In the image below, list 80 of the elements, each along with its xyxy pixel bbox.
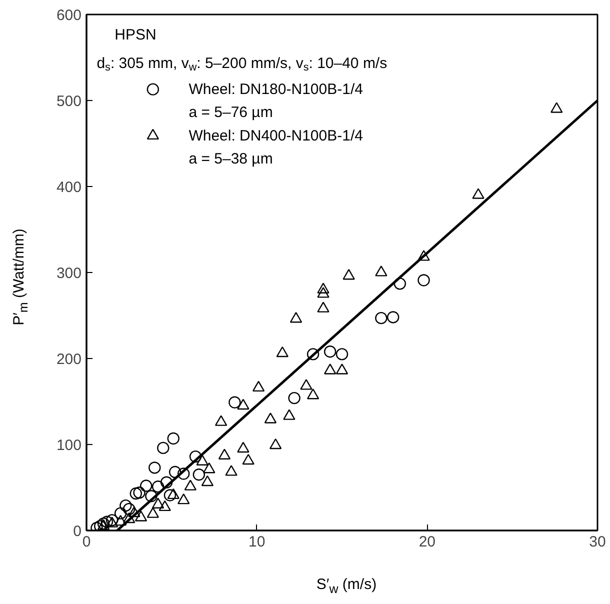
point (106, 514, 118, 526)
point (300, 379, 312, 390)
point (237, 398, 250, 410)
point (133, 486, 146, 499)
point (120, 499, 132, 512)
point (306, 388, 320, 400)
point (201, 475, 214, 486)
point (252, 380, 265, 392)
y-tick-label: 200 (56, 351, 82, 368)
point (196, 454, 208, 466)
text: HPSN (114, 26, 156, 44)
point (130, 487, 142, 500)
point (134, 510, 148, 522)
y-tick-label: 300 (56, 265, 82, 282)
point (290, 312, 302, 323)
point (225, 465, 238, 476)
point (122, 512, 136, 524)
point (283, 409, 296, 420)
point (317, 302, 330, 312)
point (177, 493, 190, 504)
point (164, 489, 176, 502)
point (152, 498, 164, 508)
point (152, 480, 164, 493)
y-tick-label: 400 (56, 179, 82, 196)
x-axis-title: S′$_{w}$ (m/s) (316, 575, 377, 598)
legend-label: Wheel: DN180-N100B-1/4 a = 5–76 µm (188, 80, 363, 122)
point (550, 102, 563, 113)
point (184, 480, 197, 490)
point (342, 268, 355, 280)
point (269, 438, 282, 450)
point (288, 392, 300, 404)
point (336, 364, 348, 374)
x-tick-label: 20 (418, 534, 436, 550)
point (375, 266, 388, 276)
point (140, 480, 152, 492)
y-tick-label: 0 (73, 523, 82, 540)
point (264, 412, 277, 424)
point (242, 454, 254, 465)
point (418, 250, 430, 261)
point (218, 448, 231, 460)
point (168, 466, 182, 478)
point (324, 364, 336, 374)
point (237, 442, 250, 453)
point (146, 507, 160, 518)
y-tick-label: 100 (56, 437, 82, 454)
point (472, 188, 484, 199)
point (336, 348, 348, 360)
x-tick-label: 10 (248, 534, 266, 550)
point (106, 516, 118, 528)
y-tick-label: 500 (56, 93, 82, 110)
point (145, 490, 158, 502)
point (128, 506, 140, 518)
point (306, 348, 320, 360)
point (114, 507, 127, 520)
point (100, 516, 114, 528)
point (317, 282, 330, 294)
point (189, 450, 202, 463)
point (214, 415, 228, 426)
point (192, 468, 206, 481)
point (177, 468, 190, 480)
point (148, 462, 161, 474)
point (158, 500, 171, 512)
point (167, 488, 180, 500)
point (228, 396, 241, 408)
point (114, 514, 127, 526)
x-tick-label: 30 (589, 534, 606, 550)
point (157, 442, 170, 454)
y-tick-label: 600 (56, 7, 82, 24)
point (203, 462, 216, 474)
point (375, 312, 388, 324)
point (387, 311, 400, 324)
point (276, 346, 288, 358)
point (394, 278, 406, 290)
point (418, 274, 430, 286)
point (167, 432, 180, 445)
legend-label: Wheel: DN400-N100B-1/4 a = 5–38 µm (188, 127, 363, 168)
point (160, 476, 173, 488)
point (317, 287, 330, 298)
point (122, 502, 136, 516)
point (324, 346, 336, 358)
